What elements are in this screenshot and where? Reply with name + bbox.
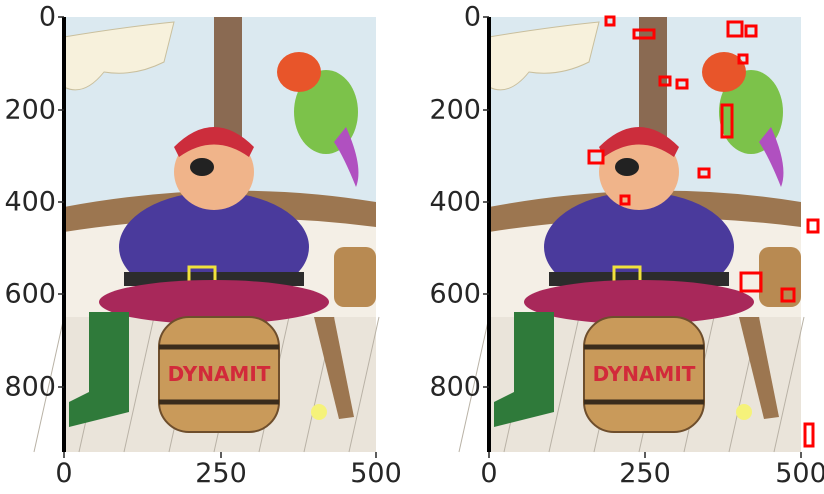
highlight-box — [604, 15, 616, 27]
left-image-svg: DYNAMIT — [33, 16, 380, 458]
highlight-box — [780, 287, 796, 303]
highlight-box — [806, 218, 820, 234]
left-edge-border — [487, 17, 491, 452]
highlight-box — [720, 103, 734, 139]
left-y-tick-0: 0 — [38, 1, 56, 33]
highlight-box — [737, 53, 749, 65]
barrel-lettering: DYNAMIT — [168, 362, 271, 386]
small-barrel — [334, 247, 376, 307]
right-axis-ticks — [483, 16, 802, 458]
highlight-box — [803, 422, 815, 448]
eye-patch — [615, 158, 639, 176]
highlight-box — [619, 194, 631, 206]
left-x-tick-0: 0 — [55, 458, 73, 489]
right-x-tick-250: 250 — [619, 458, 671, 489]
fuse-spark — [736, 404, 752, 420]
left-image-panel: DYNAMIT 0 250 500 0 200 400 600 800 — [4, 1, 402, 489]
right-y-tick-800: 800 — [429, 371, 481, 403]
right-x-tick-500: 500 — [775, 458, 824, 489]
left-y-tick-200: 200 — [4, 94, 56, 126]
left-x-tick-250: 250 — [195, 458, 247, 489]
pirate-head — [174, 134, 254, 210]
curtain — [488, 21, 600, 91]
highlight-box — [587, 149, 605, 165]
parrot-head — [277, 52, 321, 92]
left-y-tick-600: 600 — [4, 278, 56, 310]
highlight-box — [632, 28, 656, 40]
green-boot — [69, 312, 129, 427]
green-boot — [494, 312, 554, 427]
right-y-tick-600: 600 — [429, 278, 481, 310]
trousers — [99, 280, 329, 324]
bandana — [599, 127, 679, 157]
highlight-box — [726, 20, 744, 38]
parrot-head — [702, 52, 746, 92]
barrel-lettering: DYNAMIT — [593, 362, 696, 386]
trousers — [524, 280, 754, 324]
right-y-tick-200: 200 — [429, 94, 481, 126]
parrot-tail — [334, 127, 359, 187]
highlight-box — [697, 167, 711, 179]
parrot-tail — [759, 127, 784, 187]
left-y-tick-400: 400 — [4, 186, 56, 218]
highlight-box — [739, 271, 763, 293]
wooden-leg — [314, 317, 354, 419]
highlight-box — [744, 24, 758, 38]
curtain — [63, 21, 175, 91]
small-barrel — [759, 247, 801, 307]
bandana — [174, 127, 254, 157]
difference-highlight-boxes — [587, 15, 820, 448]
right-x-tick-0: 0 — [480, 458, 498, 489]
wooden-leg — [739, 317, 779, 419]
right-image-panel: DYNAMIT 0 250 500 0 200 400 600 800 — [412, 0, 824, 494]
highlight-box — [658, 75, 672, 87]
highlight-box — [675, 78, 689, 90]
left-y-tick-800: 800 — [4, 371, 56, 403]
right-y-tick-0: 0 — [463, 1, 481, 33]
right-y-tick-400: 400 — [429, 186, 481, 218]
right-image-svg: DYNAMIT — [458, 15, 820, 458]
left-x-tick-500: 500 — [350, 458, 402, 489]
fuse-spark — [311, 404, 327, 420]
pirate-head — [599, 134, 679, 210]
left-edge-border — [62, 17, 66, 452]
eye-patch — [190, 158, 214, 176]
left-axis-ticks — [58, 16, 377, 458]
